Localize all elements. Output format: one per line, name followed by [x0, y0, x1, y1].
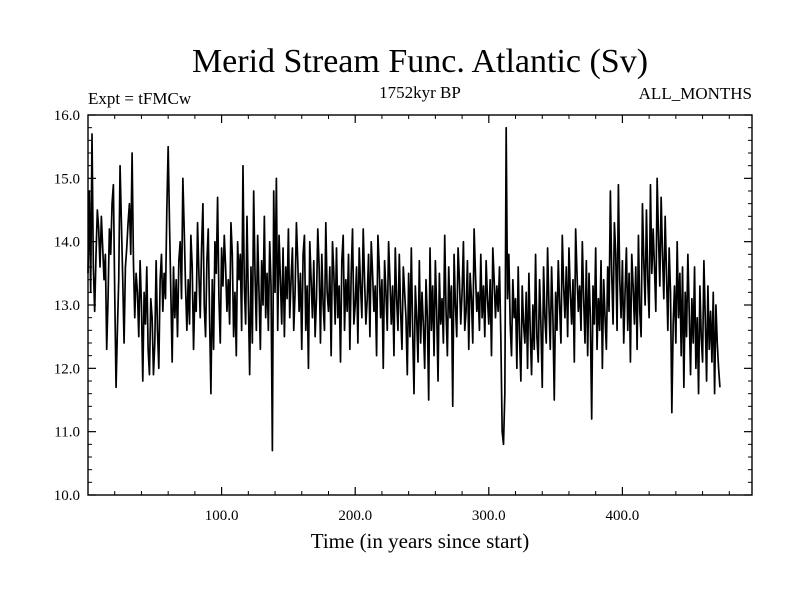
- y-tick-label: 13.0: [54, 298, 80, 314]
- x-tick-label: 300.0: [472, 508, 506, 524]
- y-tick-label: 11.0: [54, 425, 80, 441]
- series-line: [87, 126, 721, 452]
- y-tick-label: 14.0: [54, 235, 80, 251]
- x-tick-label: 200.0: [338, 508, 372, 524]
- period-label: 1752kyr BP: [379, 83, 461, 102]
- x-axis-ticks: 100.0 200.0 300.0 400.0: [114, 115, 730, 524]
- y-tick-label: 10.0: [54, 488, 80, 504]
- months-label: ALL_MONTHS: [639, 84, 752, 103]
- x-axis-label: Time (in years since start): [311, 529, 530, 553]
- experiment-label: Expt = tFMCw: [88, 89, 192, 108]
- y-tick-label: 16.0: [54, 108, 80, 124]
- y-tick-label: 15.0: [54, 171, 80, 187]
- y-tick-label: 12.0: [54, 361, 80, 377]
- x-tick-label: 100.0: [205, 508, 239, 524]
- plot-frame: [87, 114, 753, 496]
- chart-title: Merid Stream Func. Atlantic (Sv): [192, 43, 648, 80]
- x-tick-label: 400.0: [606, 508, 640, 524]
